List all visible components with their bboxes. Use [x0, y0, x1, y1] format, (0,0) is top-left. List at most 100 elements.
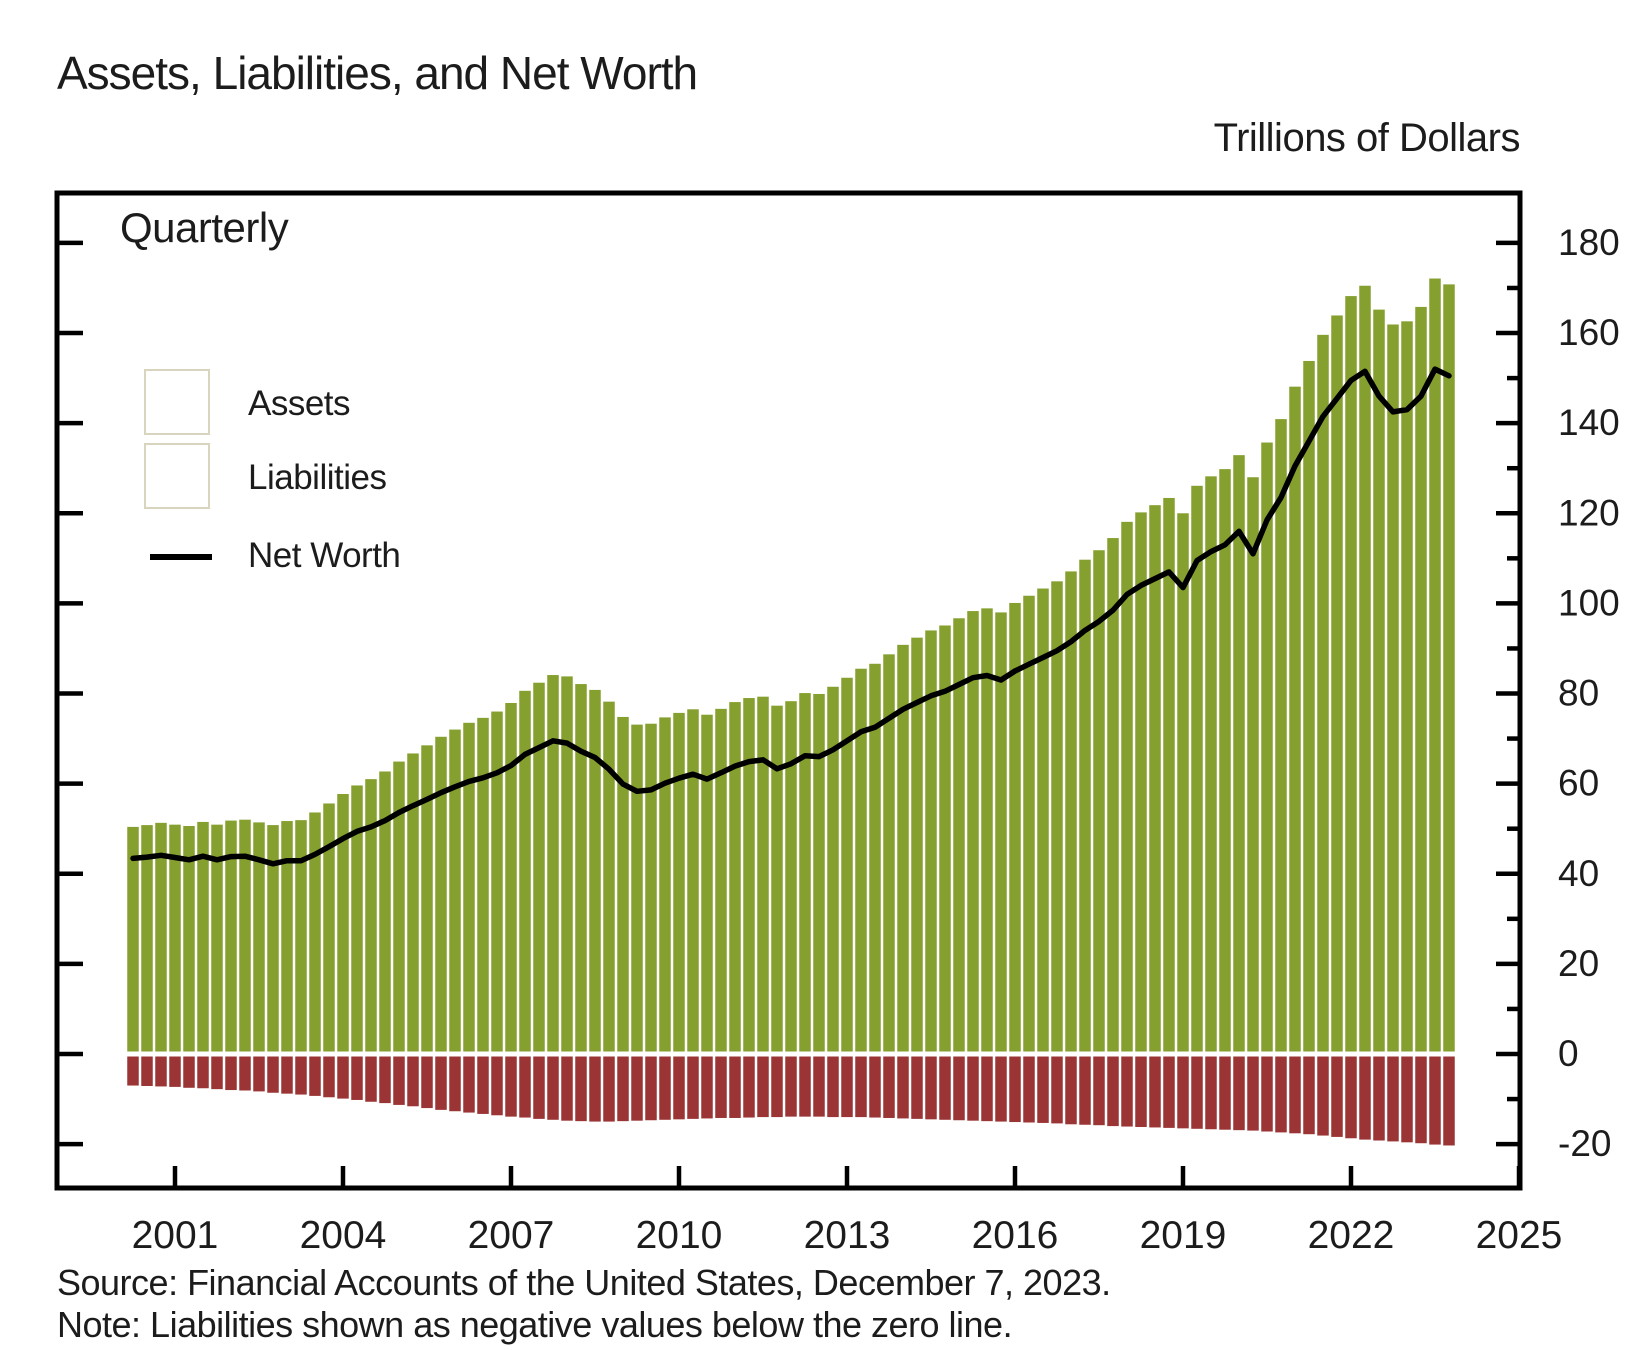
assets-bar [1191, 485, 1203, 1052]
y-axis-label: 160 [1558, 312, 1620, 353]
assets-bar [757, 696, 769, 1052]
assets-bar [1443, 284, 1455, 1052]
liabilities-bar [1359, 1056, 1371, 1140]
liabilities-bar [169, 1056, 181, 1087]
liabilities-bar [239, 1056, 251, 1091]
legend-label-assets: Assets [248, 384, 351, 423]
assets-bar [925, 630, 937, 1052]
y-axis-label: 20 [1558, 943, 1599, 984]
liabilities-bar [1037, 1056, 1049, 1123]
liabilities-bar [967, 1056, 979, 1121]
liabilities-bar [267, 1056, 279, 1093]
assets-bar [519, 690, 531, 1052]
note-text: Note: Liabilities shown as negative valu… [57, 1304, 1013, 1345]
liabilities-bar [925, 1056, 937, 1120]
liabilities-bar [323, 1056, 335, 1098]
assets-bar [1065, 571, 1077, 1052]
assets-bar [267, 825, 279, 1052]
legend-label-net-worth: Net Worth [248, 536, 401, 575]
liabilities-bar [743, 1056, 755, 1118]
assets-bar [1023, 595, 1035, 1052]
assets-bar [295, 820, 307, 1052]
liabilities-bar [155, 1056, 167, 1087]
assets-bar [127, 826, 139, 1052]
assets-bar [771, 705, 783, 1052]
assets-bar [1149, 505, 1161, 1052]
assets-bar [183, 825, 195, 1052]
assets-bar [1331, 315, 1343, 1052]
assets-bar [547, 675, 559, 1052]
x-axis-label: 2010 [636, 1214, 723, 1257]
liabilities-bar [463, 1056, 475, 1113]
liabilities-bar [435, 1056, 447, 1110]
assets-bar [715, 708, 727, 1052]
assets-bar [463, 722, 475, 1052]
assets-bar [967, 611, 979, 1052]
assets-bar [1415, 306, 1427, 1052]
assets-bar [239, 819, 251, 1052]
liabilities-bar [505, 1056, 517, 1117]
assets-bar [631, 724, 643, 1052]
liabilities-bar [1303, 1056, 1315, 1135]
assets-bar [981, 608, 993, 1052]
assets-bar [211, 824, 223, 1052]
liabilities-bar [1317, 1056, 1329, 1136]
y-axis-label: 140 [1558, 402, 1620, 443]
assets-bar [1275, 419, 1287, 1052]
assets-bar [1401, 321, 1413, 1052]
liabilities-bar [785, 1056, 797, 1117]
assets-bar [869, 663, 881, 1052]
assets-bar [1009, 602, 1021, 1052]
assets-bar [1303, 360, 1315, 1052]
plot-frame [54, 190, 1523, 1191]
liabilities-bar [197, 1056, 209, 1089]
assets-bar [407, 753, 419, 1052]
liabilities-bar [659, 1056, 671, 1120]
liabilities-bar [645, 1056, 657, 1121]
assets-bar [1261, 442, 1273, 1052]
assets-bar [645, 723, 657, 1052]
assets-bar [841, 677, 853, 1052]
y-axis-label: 60 [1558, 763, 1599, 804]
liabilities-bar [1107, 1056, 1119, 1127]
units-label: Trillions of Dollars [1213, 116, 1521, 160]
liabilities-bar [1261, 1056, 1273, 1132]
liabilities-bar [1247, 1056, 1259, 1131]
liabilities-bar [1149, 1056, 1161, 1128]
assets-bar [435, 736, 447, 1052]
assets-bar [337, 794, 349, 1052]
assets-bar [1121, 521, 1133, 1052]
liabilities-bar [477, 1056, 489, 1114]
assets-bar [1079, 559, 1091, 1052]
assets-bar [701, 714, 713, 1052]
liabilities-bar [211, 1056, 223, 1090]
assets-bar [729, 702, 741, 1052]
assets-bar [659, 717, 671, 1052]
x-axis-label: 2007 [468, 1214, 555, 1257]
assets-bar [897, 644, 909, 1052]
liabilities-bar [1177, 1056, 1189, 1129]
liabilities-bar [757, 1056, 769, 1118]
assets-bar [911, 637, 923, 1052]
liabilities-bar [1009, 1056, 1021, 1123]
assets-bar [1289, 386, 1301, 1052]
liabilities-bar [1401, 1056, 1413, 1143]
liabilities-bar [995, 1056, 1007, 1122]
liabilities-bar [897, 1056, 909, 1119]
assets-bar [253, 822, 265, 1052]
y-axis-label: 100 [1558, 582, 1620, 623]
liabilities-bar [771, 1056, 783, 1118]
assets-bar [785, 701, 797, 1052]
liabilities-bar [827, 1056, 839, 1118]
liabilities-bar [869, 1056, 881, 1118]
x-axis-label: 2022 [1308, 1214, 1395, 1257]
assets-bar [743, 698, 755, 1052]
assets-bar [603, 701, 615, 1052]
liabilities-bar [365, 1056, 377, 1102]
liabilities-bar [687, 1056, 699, 1119]
assets-bar [1345, 296, 1357, 1052]
liabilities-bar [393, 1056, 405, 1105]
assets-bar [197, 821, 209, 1052]
liabilities-bar [1415, 1056, 1427, 1144]
